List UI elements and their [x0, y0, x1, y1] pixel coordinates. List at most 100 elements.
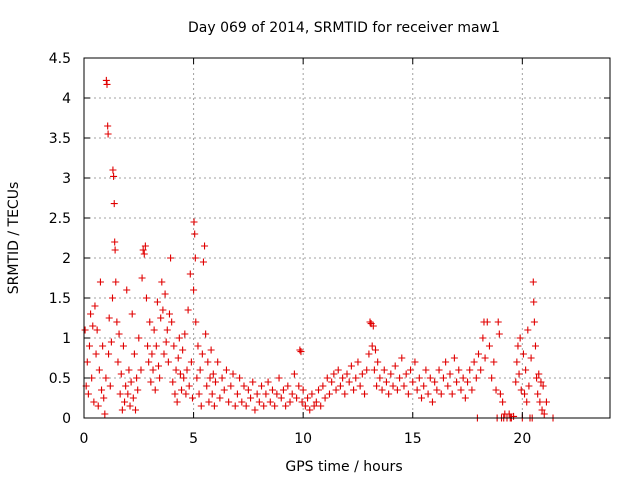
data-point — [290, 370, 298, 378]
data-point — [336, 382, 344, 390]
data-point — [168, 318, 176, 326]
y-tick-labels: 0 0.5 1 1.5 2 2.5 3 3.5 4 4.5 — [49, 51, 71, 427]
data-point — [216, 394, 224, 402]
data-point — [132, 406, 140, 414]
data-point — [137, 366, 145, 374]
data-point — [380, 366, 388, 374]
data-point — [155, 362, 163, 370]
data-point — [112, 278, 120, 286]
data-point — [315, 386, 323, 394]
data-point — [183, 366, 191, 374]
data-point — [146, 318, 154, 326]
data-point — [472, 374, 480, 382]
data-point — [161, 290, 169, 298]
data-point — [197, 402, 205, 410]
data-point — [109, 166, 117, 174]
data-point — [499, 398, 507, 406]
data-point — [196, 366, 204, 374]
data-point — [135, 334, 143, 342]
data-point — [530, 318, 538, 326]
data-point — [105, 314, 113, 322]
data-point — [98, 386, 106, 394]
data-point — [162, 338, 170, 346]
data-point — [102, 374, 110, 382]
data-point — [453, 378, 461, 386]
data-point — [118, 406, 126, 414]
data-point — [133, 374, 141, 382]
data-point — [382, 378, 390, 386]
data-marks — [81, 76, 557, 422]
data-point — [148, 350, 156, 358]
data-point — [296, 346, 304, 354]
data-point — [171, 390, 179, 398]
data-point — [288, 390, 296, 398]
data-point — [208, 390, 216, 398]
data-point — [174, 354, 182, 362]
data-point — [99, 342, 107, 350]
data-point — [385, 390, 393, 398]
data-point — [100, 394, 108, 402]
data-point — [251, 406, 259, 414]
data-point — [293, 394, 301, 402]
data-point — [169, 378, 177, 386]
data-point — [156, 374, 164, 382]
data-point — [332, 386, 340, 394]
data-point — [365, 350, 373, 358]
data-point — [225, 398, 233, 406]
data-point — [192, 318, 200, 326]
data-point — [396, 374, 404, 382]
data-point — [105, 350, 113, 358]
data-point — [328, 378, 336, 386]
y-tick-label: 0.5 — [49, 371, 71, 387]
data-point — [87, 310, 95, 318]
data-point — [459, 374, 467, 382]
data-point — [152, 342, 160, 350]
x-tick-label: 15 — [404, 431, 422, 447]
data-point — [173, 398, 181, 406]
data-point — [366, 318, 374, 326]
data-point — [253, 390, 261, 398]
data-point — [483, 318, 491, 326]
data-point — [512, 378, 520, 386]
data-point — [130, 350, 138, 358]
data-point — [187, 358, 195, 366]
data-point — [393, 386, 401, 394]
data-point — [238, 398, 246, 406]
data-point — [134, 386, 142, 394]
data-point — [199, 258, 207, 266]
data-point — [457, 386, 465, 394]
data-point — [151, 386, 159, 394]
data-point — [149, 366, 157, 374]
data-point — [141, 242, 149, 250]
x-tick-labels: 0 5 10 15 20 — [80, 431, 532, 447]
data-point — [110, 172, 118, 180]
data-point — [220, 386, 228, 394]
data-point — [402, 370, 410, 378]
data-point — [202, 330, 210, 338]
data-point — [444, 382, 452, 390]
y-tick-label: 2.5 — [49, 211, 71, 227]
data-point — [83, 358, 91, 366]
data-point — [206, 374, 214, 382]
data-point — [179, 346, 187, 354]
data-point — [116, 390, 124, 398]
data-point — [113, 318, 121, 326]
data-point — [282, 402, 290, 410]
data-point — [96, 278, 104, 286]
data-point — [201, 242, 209, 250]
data-point — [420, 382, 428, 390]
data-point — [422, 366, 430, 374]
data-point — [319, 382, 327, 390]
data-point — [247, 394, 255, 402]
data-point — [368, 342, 376, 350]
data-point — [525, 382, 533, 390]
data-point — [170, 342, 178, 350]
data-point — [308, 390, 316, 398]
data-point — [104, 122, 112, 130]
data-point — [488, 374, 496, 382]
data-point — [90, 398, 98, 406]
data-point — [529, 278, 537, 286]
data-point — [481, 354, 489, 362]
data-point — [249, 378, 257, 386]
data-point — [312, 398, 320, 406]
